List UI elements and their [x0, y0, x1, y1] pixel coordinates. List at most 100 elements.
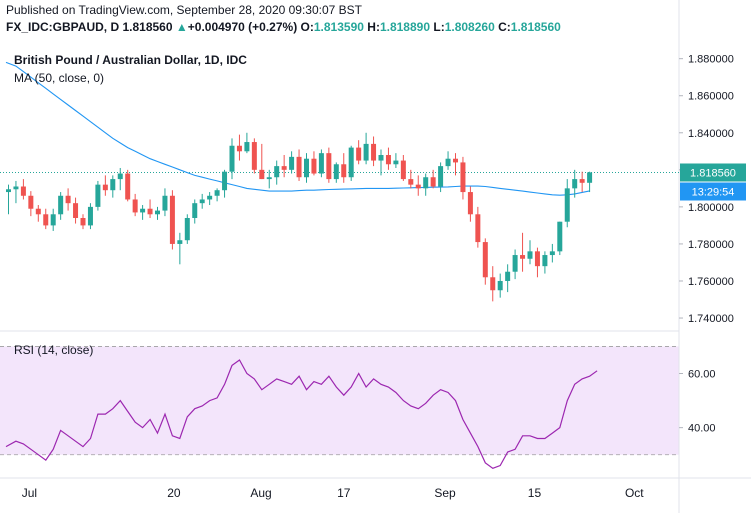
candle[interactable]: [326, 147, 332, 183]
candle[interactable]: [534, 247, 540, 278]
candles-group[interactable]: [6, 132, 593, 302]
candle[interactable]: [333, 162, 339, 183]
candle-body: [140, 208, 146, 213]
rsi-tick-label: 60.00: [688, 369, 716, 381]
candle[interactable]: [50, 208, 56, 231]
candle[interactable]: [348, 145, 354, 181]
ma-line: [5, 61, 590, 196]
candle[interactable]: [453, 153, 458, 176]
candle[interactable]: [281, 155, 287, 178]
candle[interactable]: [169, 190, 175, 250]
candle[interactable]: [132, 193, 138, 217]
candle[interactable]: [557, 221, 563, 256]
high-value: 1.818890: [379, 20, 431, 34]
candle[interactable]: [579, 171, 585, 193]
candle-body: [549, 251, 555, 256]
candle[interactable]: [572, 169, 578, 198]
candle[interactable]: [73, 197, 79, 224]
candle[interactable]: [497, 273, 503, 298]
candle[interactable]: [192, 199, 198, 224]
candle[interactable]: [177, 232, 183, 265]
candle[interactable]: [184, 214, 190, 244]
candle[interactable]: [87, 203, 93, 230]
candle[interactable]: [564, 179, 570, 228]
candle[interactable]: [35, 205, 41, 222]
candle[interactable]: [289, 151, 295, 174]
candle[interactable]: [490, 266, 496, 302]
candle-body: [467, 192, 473, 215]
candle[interactable]: [236, 134, 242, 161]
candle[interactable]: [587, 171, 593, 193]
time-axis[interactable]: Jul 20 Aug 17 Sep 15 Oct: [22, 486, 645, 500]
candle[interactable]: [482, 238, 488, 285]
candle[interactable]: [505, 264, 511, 293]
candle[interactable]: [385, 147, 391, 170]
candle[interactable]: [408, 169, 414, 189]
candle[interactable]: [28, 191, 34, 217]
candle-body: [527, 251, 533, 259]
rsi-axis[interactable]: 60.00 40.00: [679, 369, 716, 435]
candle[interactable]: [58, 192, 64, 220]
candle[interactable]: [229, 138, 235, 180]
candle[interactable]: [214, 188, 220, 202]
candle[interactable]: [423, 173, 429, 196]
candle[interactable]: [162, 188, 168, 217]
candle[interactable]: [80, 214, 86, 230]
candle[interactable]: [43, 208, 49, 230]
candle[interactable]: [341, 153, 347, 183]
candle[interactable]: [378, 149, 384, 176]
candle[interactable]: [65, 188, 71, 211]
open-value: 1.813590: [313, 20, 364, 34]
candle[interactable]: [371, 136, 377, 167]
candle[interactable]: [125, 169, 131, 202]
price-tick-label: 1.740000: [688, 313, 734, 325]
candle[interactable]: [102, 175, 108, 196]
candle-body: [557, 221, 563, 252]
candle[interactable]: [117, 167, 123, 191]
candle[interactable]: [475, 206, 481, 248]
candle[interactable]: [296, 149, 302, 181]
candle[interactable]: [520, 232, 526, 272]
candle[interactable]: [251, 138, 257, 174]
candle[interactable]: [318, 149, 324, 178]
candle-body: [356, 147, 362, 161]
published-info: Published on TradingView.com, September …: [6, 3, 363, 17]
candle-body: [244, 142, 250, 152]
candle[interactable]: [512, 249, 518, 280]
candle[interactable]: [527, 240, 533, 265]
candle[interactable]: [311, 151, 317, 176]
candle[interactable]: [13, 180, 19, 204]
candle-body: [371, 143, 377, 161]
candle-body: [482, 242, 488, 278]
candle[interactable]: [222, 169, 228, 198]
candle-body: [534, 251, 540, 267]
candle[interactable]: [6, 184, 11, 215]
candle[interactable]: [110, 175, 116, 198]
candle[interactable]: [467, 186, 473, 222]
candle[interactable]: [304, 153, 309, 183]
candle-body: [169, 195, 175, 244]
candle[interactable]: [155, 206, 160, 220]
candle[interactable]: [542, 251, 548, 274]
candle[interactable]: [356, 140, 362, 165]
candle[interactable]: [259, 143, 265, 180]
candle[interactable]: [244, 132, 250, 154]
candle[interactable]: [199, 193, 205, 209]
candle[interactable]: [207, 192, 213, 206]
candle[interactable]: [274, 160, 280, 185]
candle[interactable]: [393, 153, 399, 168]
candle[interactable]: [140, 205, 146, 220]
candle[interactable]: [266, 169, 272, 189]
candle[interactable]: [20, 179, 26, 200]
candle[interactable]: [460, 156, 466, 200]
candle[interactable]: [445, 151, 451, 170]
candle[interactable]: [438, 162, 444, 193]
candle[interactable]: [95, 180, 101, 211]
candle[interactable]: [363, 132, 369, 165]
candle[interactable]: [147, 199, 153, 218]
candle[interactable]: [415, 175, 421, 196]
candle[interactable]: [430, 169, 436, 189]
candle[interactable]: [549, 243, 555, 263]
candle[interactable]: [400, 155, 406, 181]
